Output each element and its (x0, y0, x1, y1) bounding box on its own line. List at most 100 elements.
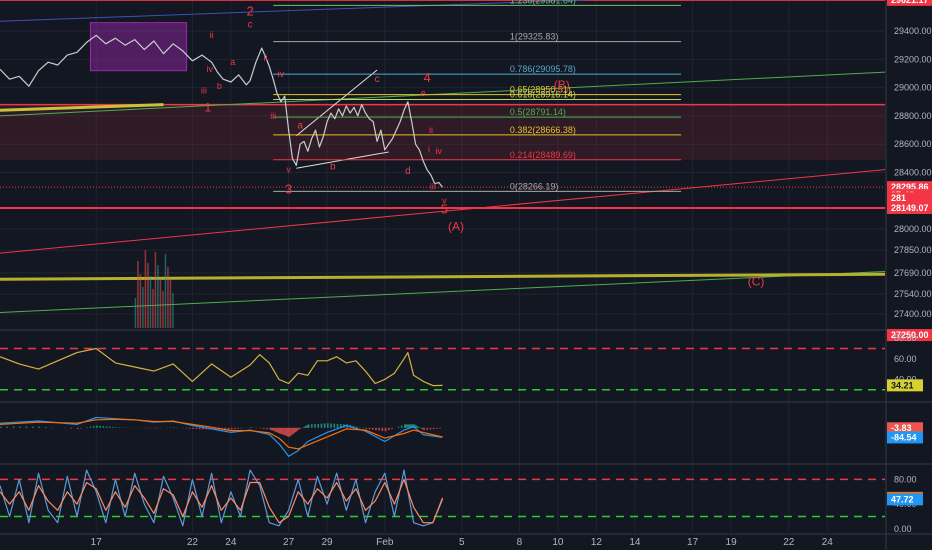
macd-histogram-bar (12, 426, 15, 428)
macd-histogram-bar (408, 424, 411, 428)
macd-histogram-bar (270, 427, 273, 431)
macd-histogram-bar (355, 426, 358, 428)
macd-histogram-bar (333, 423, 336, 428)
macd-histogram-bar (38, 426, 41, 428)
fibonacci-levels: 1.236(29581.64) 1(29325.83) 0.786(29095.78… (273, 0, 682, 192)
volume-bar (152, 289, 154, 328)
indicator-tick-label: 80.00 (894, 474, 917, 484)
fib-level-label: 0.786(29095.78) (510, 64, 576, 74)
price-tick-label: 27400.00 (894, 309, 932, 319)
price-badge-text: 29621.17 (891, 0, 929, 5)
macd-histogram-bar (400, 425, 403, 428)
trendline-red (0, 169, 886, 254)
macd-histogram-bar (415, 425, 417, 428)
macd-histogram-bar (429, 427, 432, 430)
wave-label: ii (264, 53, 268, 63)
macd-histogram-bar (0, 426, 2, 428)
time-tick-label: 24 (225, 537, 237, 548)
macd-histogram-bar (44, 427, 47, 428)
macd-histogram-bar (105, 426, 108, 428)
macd-histogram-bar (6, 426, 9, 428)
volume-bar (154, 252, 157, 328)
indicator-value-badge-bg (887, 379, 923, 392)
indicator-value-badge-bg (887, 493, 923, 506)
wave-label: d (405, 166, 411, 177)
macd-histogram-bar (250, 427, 252, 428)
fib-level-label: 1.236(29581.64) (510, 0, 576, 5)
macd-histogram-bar (317, 423, 320, 428)
macd-histogram-bar (25, 426, 28, 428)
price-tick-label: 27690.00 (894, 268, 932, 278)
volume-bar (137, 261, 139, 328)
macd-histogram-bar (240, 427, 243, 429)
volume-bar (142, 287, 144, 328)
macd-histogram-bar (269, 427, 271, 430)
macd-histogram-bar (230, 427, 233, 430)
indicator-tick-label: 80.00 (894, 333, 917, 343)
price-badge-text: 28149.07 (891, 203, 929, 213)
macd-histogram-bar (304, 426, 307, 428)
wedge-upper-line (295, 69, 378, 137)
macd-histogram-bar (336, 423, 339, 428)
macd-histogram-bar (173, 427, 175, 428)
wave-label: v (442, 196, 447, 206)
fib-level-label: 0.214(28489.69) (510, 150, 576, 160)
price-tick-label: 27850.00 (894, 245, 932, 255)
indicator-value-badge-text: 34.21 (891, 380, 914, 390)
price-badge-bg (887, 201, 932, 214)
price-badge-bg (887, 0, 932, 6)
macd-histogram-bar (266, 427, 268, 430)
indicator-series-line (0, 478, 444, 524)
wave-label: ii (210, 30, 214, 40)
macd-histogram-bar (76, 427, 79, 429)
price-series-line (0, 34, 443, 188)
macd-histogram-bar (237, 427, 239, 429)
volume-bar (169, 280, 172, 328)
macd-histogram-bar (102, 426, 105, 428)
consolidation-box (89, 22, 188, 72)
macd-histogram-bar (295, 427, 297, 432)
trendline-green-upper (0, 71, 886, 117)
macd-histogram-bar (278, 427, 281, 434)
indicator-value-badge-text: -3.83 (891, 423, 912, 433)
wave-label: 3 (285, 182, 292, 197)
price-badge-bg (887, 329, 932, 342)
macd-histogram-bar (384, 427, 387, 432)
wave-label: iii (430, 181, 436, 191)
price-tick-label: 29000.00 (894, 83, 932, 93)
macd-histogram-bar (32, 426, 34, 428)
wave-label: (B) (554, 78, 570, 92)
macd-histogram-bar (96, 425, 98, 428)
macd-histogram-bar (153, 427, 156, 429)
indicator-panel-macd: -3.83-80.71-84.54 (0, 416, 923, 457)
macd-histogram-bar (314, 424, 316, 428)
macd-histogram-bar (436, 427, 438, 429)
indicator-value-badge-bg (887, 431, 923, 444)
price-badge-text: 28295.86 (891, 182, 929, 192)
price-drawings (0, 0, 886, 313)
fib-level-label: 0(28266.19) (510, 181, 559, 191)
macd-histogram-bar (439, 427, 441, 429)
fib-level-label: 0.618(28916.14) (510, 90, 576, 100)
indicator-panel-stoch: 80.0040.000.0050.1447.72 (0, 469, 923, 534)
macd-histogram-bar (323, 423, 326, 428)
macd-histogram-bar (259, 427, 262, 429)
macd-histogram-bar (378, 427, 380, 431)
price-tick-label: 29400.00 (894, 26, 932, 36)
indicator-series-line (0, 418, 443, 450)
time-tick-label: 22 (187, 537, 199, 548)
macd-histogram-bar (413, 424, 416, 428)
macd-histogram-bar (274, 427, 276, 432)
wave-label: v (286, 164, 291, 174)
time-tick-label: 14 (629, 537, 641, 548)
macd-histogram-bar (275, 427, 278, 433)
macd-histogram-bar (387, 427, 390, 431)
indicator-value-badge-text: -84.54 (891, 432, 917, 442)
macd-histogram-bar (352, 425, 355, 428)
macd-histogram-bar (327, 423, 329, 428)
macd-histogram-bar (410, 424, 413, 428)
time-tick-label: Feb (376, 537, 394, 548)
